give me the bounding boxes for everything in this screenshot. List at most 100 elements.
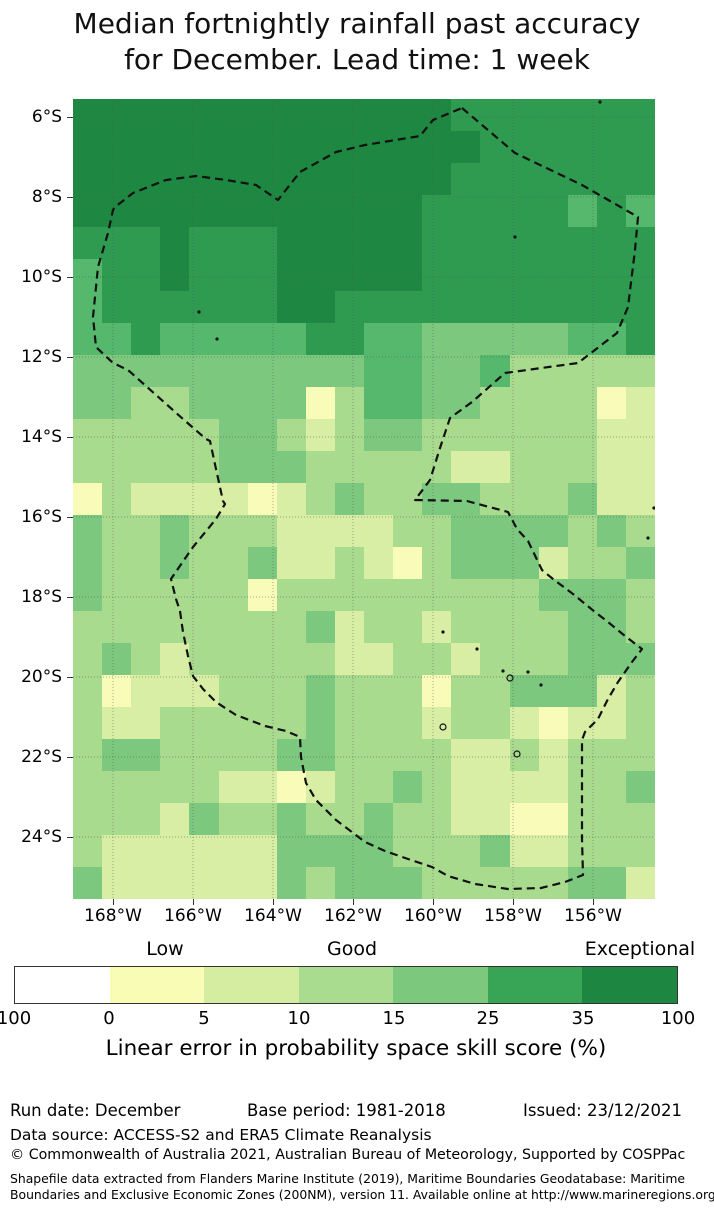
heatmap-cell [509,355,540,388]
heatmap-cell [189,835,220,868]
heatmap-cell [102,419,132,452]
heatmap-cell [218,835,249,868]
heatmap-cell [393,803,423,836]
heatmap-cell [480,739,511,772]
heatmap-cell [131,707,162,740]
heatmap-cell [189,195,220,228]
heatmap-cell [625,419,655,452]
heatmap-cell [422,739,453,772]
heatmap-cell [364,195,394,228]
heatmap-cell [102,611,132,644]
heatmap-cell [247,707,278,740]
heatmap-cell [131,355,162,388]
heatmap-cell [625,771,655,804]
heatmap-cell [393,867,423,899]
chart-title-line2: for December. Lead time: 1 week [124,43,590,76]
heatmap-cell [247,867,278,899]
heatmap-cell [189,547,220,580]
colorbar-caption: Linear error in probability space skill … [105,1036,607,1061]
heatmap-cell [393,739,423,772]
heatmap-cell [480,835,511,868]
heatmap-cell [73,803,103,836]
heatmap-cell [131,419,162,452]
heatmap-cell [247,803,278,836]
heatmap-cell [189,355,220,388]
heatmap-cell [131,803,162,836]
y-tick-mark [67,117,73,118]
colorbar-segment [15,967,110,1003]
heatmap-cell [305,419,336,452]
heatmap-cell [538,483,569,516]
heatmap-cell [131,547,162,580]
y-tick-label: 16°S [21,507,62,527]
heatmap-cell [625,835,655,868]
heatmap-cell [334,835,365,868]
heatmap-cell [334,99,365,132]
heatmap-cell [451,707,482,740]
map-panel [73,99,655,899]
footer-issued: Issued: 23/12/2021 [523,1101,683,1120]
heatmap-cell [393,195,423,228]
heatmap-cell [305,611,336,644]
heatmap-cell [276,611,307,644]
heatmap-cell [160,291,191,324]
heatmap-cell [131,867,162,899]
heatmap-cell [102,163,132,196]
heatmap-cell [625,355,655,388]
heatmap-cell [393,451,423,484]
heatmap-cell [102,771,132,804]
heatmap-cell [567,547,598,580]
colorbar-tick-label: 35 [571,1008,595,1029]
heatmap-cell [131,99,162,132]
heatmap-cell [567,99,598,132]
heatmap-cell [276,483,307,516]
heatmap-cell [596,739,627,772]
y-tick-label: 18°S [21,587,62,607]
heatmap-cell [218,291,249,324]
heatmap-cell [364,579,394,612]
footer-base-period: Base period: 1981-2018 [247,1101,446,1120]
heatmap-cell [596,419,627,452]
heatmap-cell [567,163,598,196]
heatmap-cell [451,131,482,164]
heatmap-cell [160,227,191,260]
colorbar-tick-label: 100 [0,1008,32,1029]
heatmap-cell [160,131,191,164]
heatmap-cell [451,195,482,228]
heatmap-cell [160,259,191,292]
heatmap-cell [276,739,307,772]
heatmap-cell [596,163,627,196]
heatmap-cell [451,387,482,420]
y-tick-mark [67,197,73,198]
heatmap-cell [102,195,132,228]
heatmap-cell [102,835,132,868]
heatmap-cell [73,451,103,484]
heatmap-cell [334,163,365,196]
heatmap-cell [509,515,540,548]
heatmap-cell [509,195,540,228]
heatmap-cell [596,835,627,868]
heatmap-cell [305,739,336,772]
heatmap-cell [189,131,220,164]
heatmap-cell [567,867,598,899]
heatmap-cell [276,579,307,612]
heatmap-cell [364,99,394,132]
heatmap-cell [393,611,423,644]
heatmap-cell [451,99,482,132]
heatmap-cell [625,707,655,740]
heatmap-cell [393,547,423,580]
heatmap-cell [247,739,278,772]
heatmap-cell [596,675,627,708]
heatmap-cell [276,387,307,420]
heatmap-cell [538,387,569,420]
heatmap-cell [102,675,132,708]
heatmap-cell [305,131,336,164]
heatmap-cell [189,163,220,196]
heatmap-cell [538,227,569,260]
heatmap-cell [73,707,103,740]
heatmap-cell [509,547,540,580]
heatmap-cell [538,323,569,356]
heatmap-cell [102,387,132,420]
heatmap-cell [189,643,220,676]
heatmap-cell [480,515,511,548]
